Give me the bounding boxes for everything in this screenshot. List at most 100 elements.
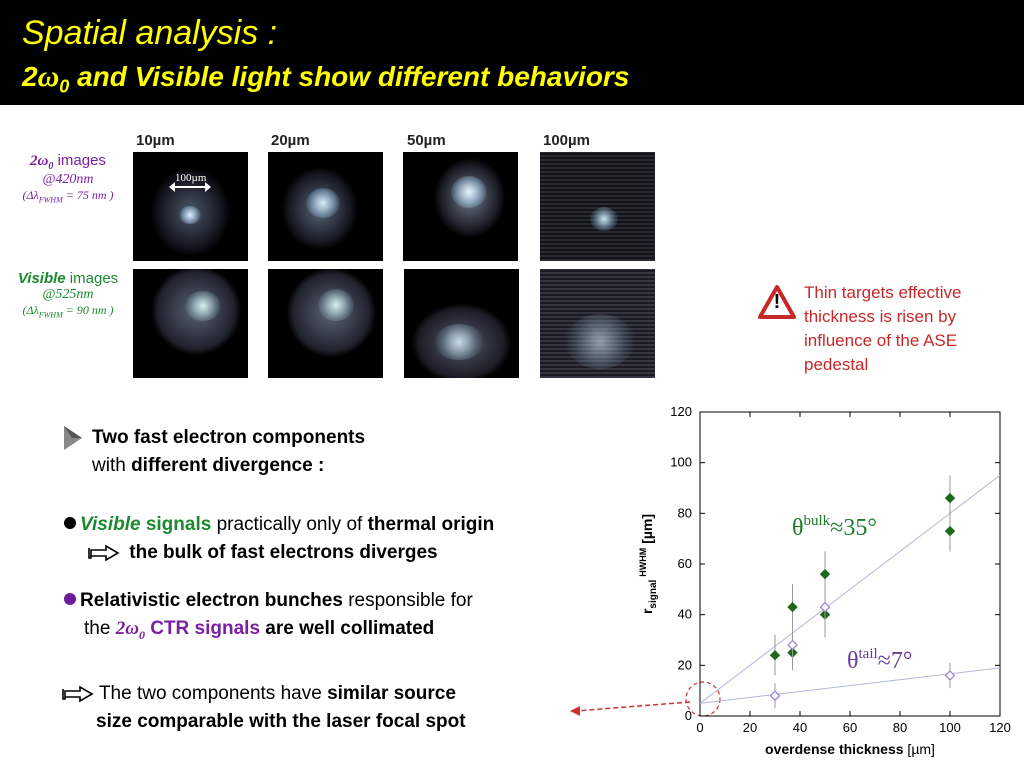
bullet2-mid: practically only of [211,514,368,535]
bullet2-bulk: the bulk of fast electrons diverges [129,542,438,563]
x-tick-label: 80 [893,720,907,735]
bullet3-end: are well collimated [260,618,435,639]
subtitle-rest: and Visible light show different behavio… [69,61,630,92]
row1-omega: ω [37,153,49,169]
bullet4-line1: The two components have similar source [62,680,466,708]
bullet2-line2: the bulk of fast electrons diverges [64,539,494,567]
x-tick-label: 60 [843,720,857,735]
row1-bandwidth: (ΔλFWHM = 75 nm ) [6,188,130,204]
row2-images: images [65,270,119,287]
warning-text: Thin targets effective thickness is rise… [804,283,962,374]
data-point-bulk [819,568,831,580]
bullet2-signals: signals [140,514,212,535]
bullet1-divergence: different divergence : [131,455,325,476]
x-tick-label: 20 [743,720,757,735]
bullet3-bold: Relativistic electron bunches [80,590,343,611]
y-tick-label: 20 [678,657,692,672]
row2-bw-open: (Δλ [22,303,39,317]
image-visible-50um [404,269,519,378]
column-header-10um: 10µm [136,132,175,149]
scale-bar-label: 100µm [175,172,207,184]
bullet2-visible: Visible [80,514,141,535]
bullet-two-components: Two fast electron components with differ… [92,424,365,480]
data-point-tail [944,670,956,681]
row1-bw-open: (Δλ [22,188,39,202]
y-axis-label: rsignalHWHM [µm] [638,514,659,614]
bullet3-line2: the 2ω0 CTR signals are well collimated [64,615,473,649]
scatter-chart: 0 20 40 60 80 100 120 0 20 40 60 80 100 120 overdense … [638,404,1011,757]
warning-glyph: ! [773,291,781,313]
x-tick-label: 0 [696,720,703,735]
data-point-tail [819,601,831,613]
dashed-arrow-to-origin [570,681,721,717]
row2-wavelength: @525nm [42,287,94,302]
image-2omega-10um: 100µm [133,152,248,261]
bullet-source-size: The two components have similar source s… [62,680,466,736]
y-tick-label: 0 [685,708,692,723]
bullet1-with: with [92,455,132,476]
x-tick-label: 120 [989,720,1011,735]
row-label-2omega: 2ω0 images @420nm (ΔλFWHM = 75 nm ) [6,152,130,204]
subtitle-sub: 0 [59,76,70,97]
data-point-tail [769,690,781,702]
bullet2-thermal: thermal origin [367,514,495,535]
column-header-100um: 100µm [543,132,591,149]
bullet-dot-purple [64,592,76,605]
y-tick-label: 40 [678,607,692,622]
annotation-theta-bulk: θbulk≈35° [792,513,877,541]
y-tick-label: 80 [678,505,692,520]
bullet4-line2: size comparable with the laser focal spo… [96,711,466,732]
bullet4-bold: similar source [327,683,456,704]
data-point-tail [787,639,798,651]
data-point-bulk [944,525,956,537]
image-2omega-100um [540,152,655,261]
bullet3-two: 2 [115,618,126,639]
row1-bw-close: = 75 nm ) [62,188,114,202]
row2-name: Visible images [6,270,130,287]
bullet3-the: the [84,618,116,639]
subtitle-omega: ω [37,60,60,93]
y-tick-label: 120 [670,404,692,419]
data-point-bulk [769,649,781,661]
chart-container: 0 20 40 60 80 100 120 0 20 40 60 80 100 120 overdense … [600,400,1024,768]
annotation-theta-tail: θtail≈7° [847,646,912,674]
row2-bw-close: = 90 nm ) [62,303,114,317]
bullet-relativistic: Relativistic electron bunches responsibl… [64,587,473,649]
image-visible-100um [540,269,655,378]
origin-circle [685,681,721,717]
image-visible-20um [268,269,383,378]
row2-bw-sub: FWHM [38,310,63,320]
data-point-bulk [944,492,956,504]
bullet3-ctr: CTR signals [144,618,261,639]
row2-bandwidth: (ΔλFWHM = 90 nm ) [6,303,130,319]
y-tick-label: 60 [678,556,692,571]
column-header-20um: 20µm [271,132,310,149]
slide-title: Spatial analysis : [22,14,278,52]
bullet3-omega: ω [125,618,139,639]
x-tick-label: 100 [939,720,961,735]
slide-subtitle: 2ω0 and Visible light show different beh… [22,60,629,98]
bullet3-sub: 0 [138,627,145,642]
bullet1-line2: with different divergence : [92,452,365,480]
bullet3-line1: Relativistic electron bunches responsibl… [64,587,473,615]
row1-images: images [53,152,106,169]
warning-icon: ! [758,285,796,324]
bullet3-rest: responsible for [342,590,473,611]
triangle-bullet-icon [62,424,84,457]
bullet1-line1: Two fast electron components [92,427,366,448]
row1-name: 2ω0 images [6,152,130,172]
row1-bw-sub: FWHM [38,195,63,205]
row2-visible: Visible [17,270,66,287]
hollow-arrow-icon [88,544,120,562]
scale-bar [173,186,205,188]
image-visible-10um [133,269,248,378]
column-header-50um: 50µm [407,132,446,149]
bullet4-start: The two components have [98,683,328,704]
row1-sub: 0 [48,161,54,172]
bullet-visible-signals: Visible signals practically only of ther… [64,511,494,567]
data-point-bulk [787,601,798,613]
bullet-dot-black [64,516,76,529]
bullet2-line1: Visible signals practically only of ther… [64,511,494,539]
y-tick-label: 100 [670,455,692,470]
title-bar: Spatial analysis : 2ω0 and Visible light… [0,0,1024,105]
